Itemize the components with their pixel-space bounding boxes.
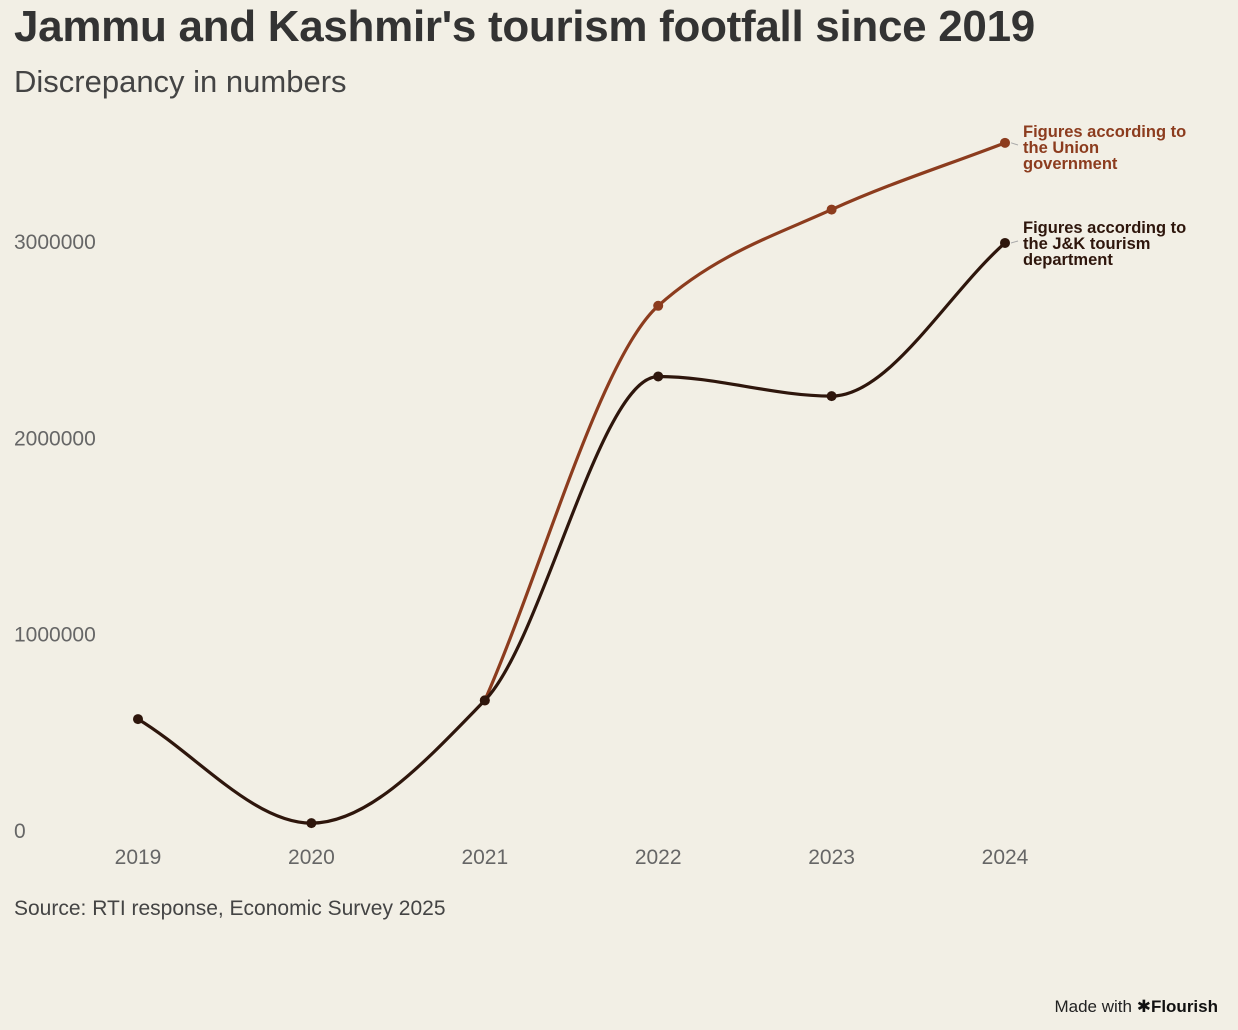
credit-prefix: Made with (1054, 997, 1132, 1016)
data-point[interactable] (653, 371, 664, 382)
data-point[interactable] (826, 204, 837, 215)
x-tick-label: 2022 (635, 846, 682, 869)
label-leader-line (1010, 240, 1019, 244)
series-line (483, 141, 1007, 703)
series-line (136, 241, 1007, 825)
data-point[interactable] (826, 391, 837, 402)
series-union-government: Figures according to the Union government (479, 123, 1186, 706)
data-point[interactable] (306, 818, 317, 829)
x-tick-label: 2021 (461, 846, 508, 869)
series-label: Figures according to the Union government (1023, 123, 1186, 173)
data-point[interactable] (1000, 137, 1010, 148)
x-tick-label: 2020 (288, 846, 335, 869)
data-point[interactable] (1000, 237, 1010, 248)
series-label-line: government (1023, 155, 1118, 173)
data-point[interactable] (133, 714, 143, 725)
source-note: Source: RTI response, Economic Survey 20… (14, 897, 446, 920)
data-point[interactable] (653, 300, 664, 311)
series-label: Figures according to the J&K tourism depar… (1023, 219, 1186, 269)
chart-title: Jammu and Kashmir's tourism footfall sin… (14, 2, 1035, 51)
series-label-line: the Union (1023, 139, 1099, 157)
series-label-line: Figures according to (1023, 123, 1186, 141)
series-label-line: department (1023, 251, 1113, 269)
x-tick-label: 2019 (115, 846, 162, 869)
series-label-line: the J&K tourism (1023, 235, 1150, 253)
label-leader-line (1010, 142, 1019, 146)
y-tick-label: 2000000 (14, 427, 96, 450)
y-tick-label: 3000000 (14, 231, 96, 254)
flourish-credit[interactable]: Made with ✱Flourish (1054, 997, 1218, 1017)
data-point[interactable] (479, 695, 490, 706)
series-label-line: Figures according to (1023, 219, 1186, 237)
x-tick-label: 2024 (982, 846, 1029, 869)
chart-subtitle: Discrepancy in numbers (14, 64, 347, 99)
x-tick-label: 2023 (808, 846, 855, 869)
series-layer: Figures according to the Union governmentF… (133, 123, 1186, 829)
flourish-asterisk-icon: ✱ (1136, 997, 1151, 1016)
y-tick-label: 0 (14, 820, 26, 843)
x-axis: 2019 2020 2021 2022 2023 2024 (115, 846, 1029, 869)
series-jk-tourism-department: Figures according to the J&K tourism depar… (133, 219, 1186, 829)
credit-brand: Flourish (1150, 997, 1218, 1016)
y-axis: 0 1000000 2000000 3000000 (14, 231, 96, 843)
y-tick-label: 1000000 (14, 624, 96, 647)
